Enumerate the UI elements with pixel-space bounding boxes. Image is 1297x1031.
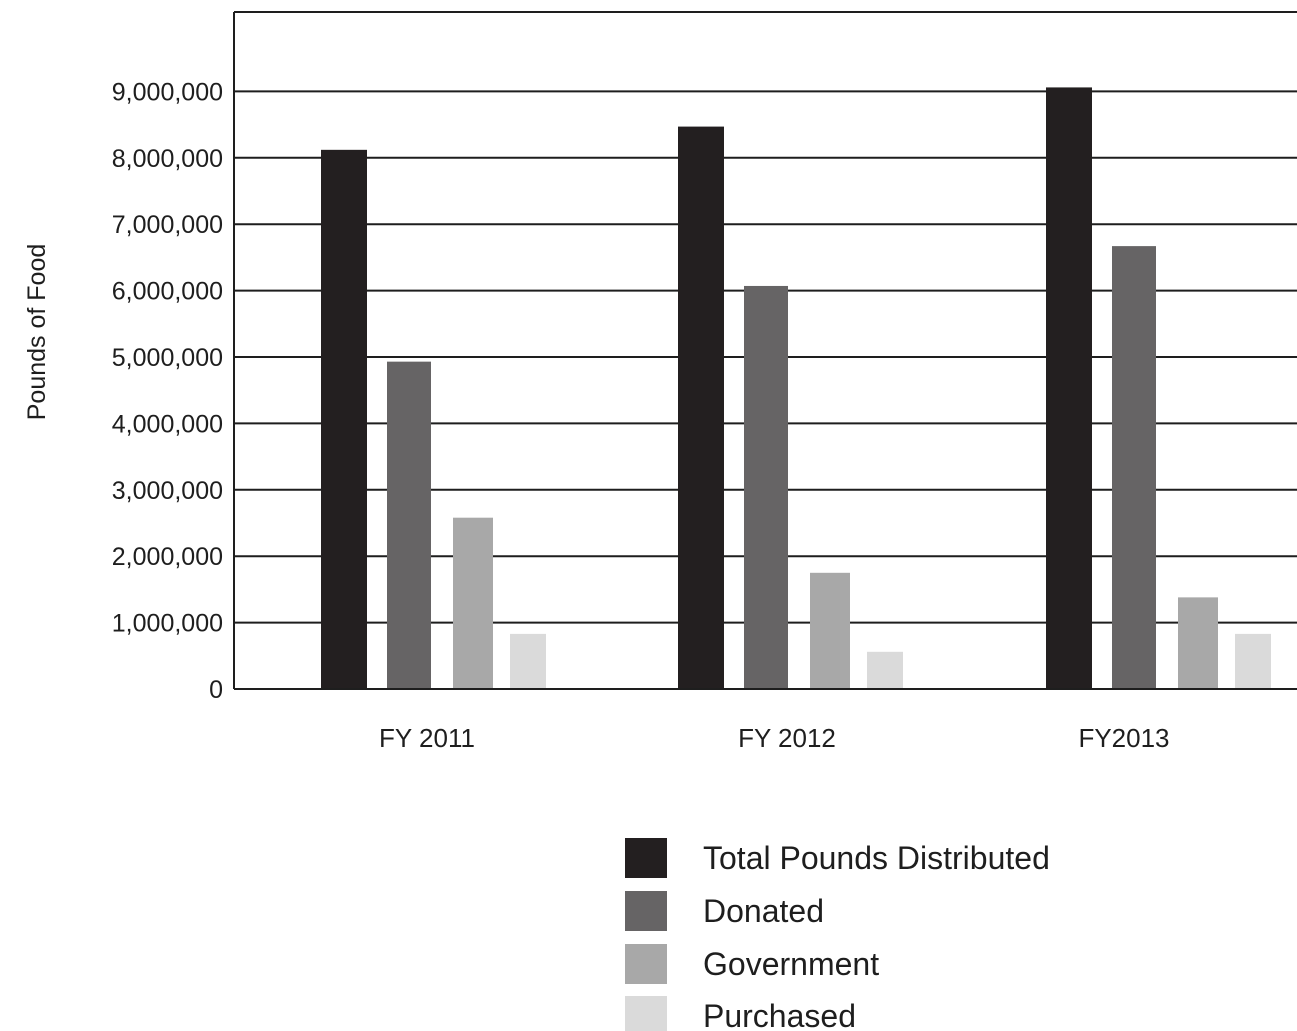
legend-item-government: Government: [625, 944, 879, 984]
y-tick-label-8-000-000: 8,000,000: [112, 145, 223, 173]
x-category-label-fy-2011: FY 2011: [379, 723, 475, 753]
bar-fy2013-government: [1178, 597, 1218, 689]
y-tick-label-4-000-000: 4,000,000: [112, 410, 223, 438]
legend-item-total-pounds-distributed: Total Pounds Distributed: [625, 838, 1050, 878]
bar-fy-2012-government: [810, 572, 850, 689]
bar-fy-2011-donated: [387, 361, 431, 689]
x-axis-categories: FY 2011 FY 2012 FY2013: [379, 723, 1169, 753]
x-category-label-fy-2012: FY 2012: [738, 723, 836, 753]
bars: [321, 87, 1271, 690]
axes: [233, 11, 1297, 690]
bar-fy-2011-purchased: [510, 633, 546, 689]
legend: Total Pounds Distributed Donated Governmen…: [625, 838, 1050, 1031]
legend-swatch-total-pounds-distributed: [625, 838, 667, 878]
bar-fy-2012-donated: [744, 285, 788, 689]
legend-swatch-government: [625, 944, 667, 984]
legend-item-donated: Donated: [625, 891, 824, 931]
bar-fy-2011-total-pounds-distributed: [321, 149, 367, 689]
bar-fy-2012-purchased: [867, 651, 903, 689]
y-tick-label-5-000-000: 5,000,000: [112, 344, 223, 372]
y-tick-label-3-000-000: 3,000,000: [112, 477, 223, 505]
legend-label-total-pounds-distributed: Total Pounds Distributed: [703, 840, 1050, 876]
bar-fy-2011-government: [453, 517, 493, 689]
bar-fy2013-purchased: [1235, 633, 1271, 689]
legend-item-purchased: Purchased: [625, 996, 856, 1031]
legend-label-donated: Donated: [703, 893, 824, 929]
y-tick-label-1-000-000: 1,000,000: [112, 610, 223, 638]
legend-label-purchased: Purchased: [703, 998, 856, 1031]
y-tick-label-2-000-000: 2,000,000: [112, 543, 223, 571]
y-tick-label-9-000-000: 9,000,000: [112, 78, 223, 106]
y-tick-label-7-000-000: 7,000,000: [112, 211, 223, 239]
bar-fy2013-total-pounds-distributed: [1046, 87, 1092, 689]
legend-swatch-purchased: [625, 996, 667, 1031]
bar-fy2013-donated: [1112, 246, 1156, 689]
legend-label-government: Government: [703, 946, 879, 982]
legend-swatch-donated: [625, 891, 667, 931]
x-category-label-fy2013: FY2013: [1078, 723, 1169, 753]
bar-fy-2012-total-pounds-distributed: [678, 126, 724, 690]
y-tick-label-0: 0: [209, 676, 223, 704]
y-tick-label-6-000-000: 6,000,000: [112, 278, 223, 306]
y-axis-ticks: 0 1,000,000 2,000,000 3,000,000 4,000,000 5,0…: [112, 78, 223, 704]
y-axis-label: Pounds of Food: [23, 244, 51, 421]
